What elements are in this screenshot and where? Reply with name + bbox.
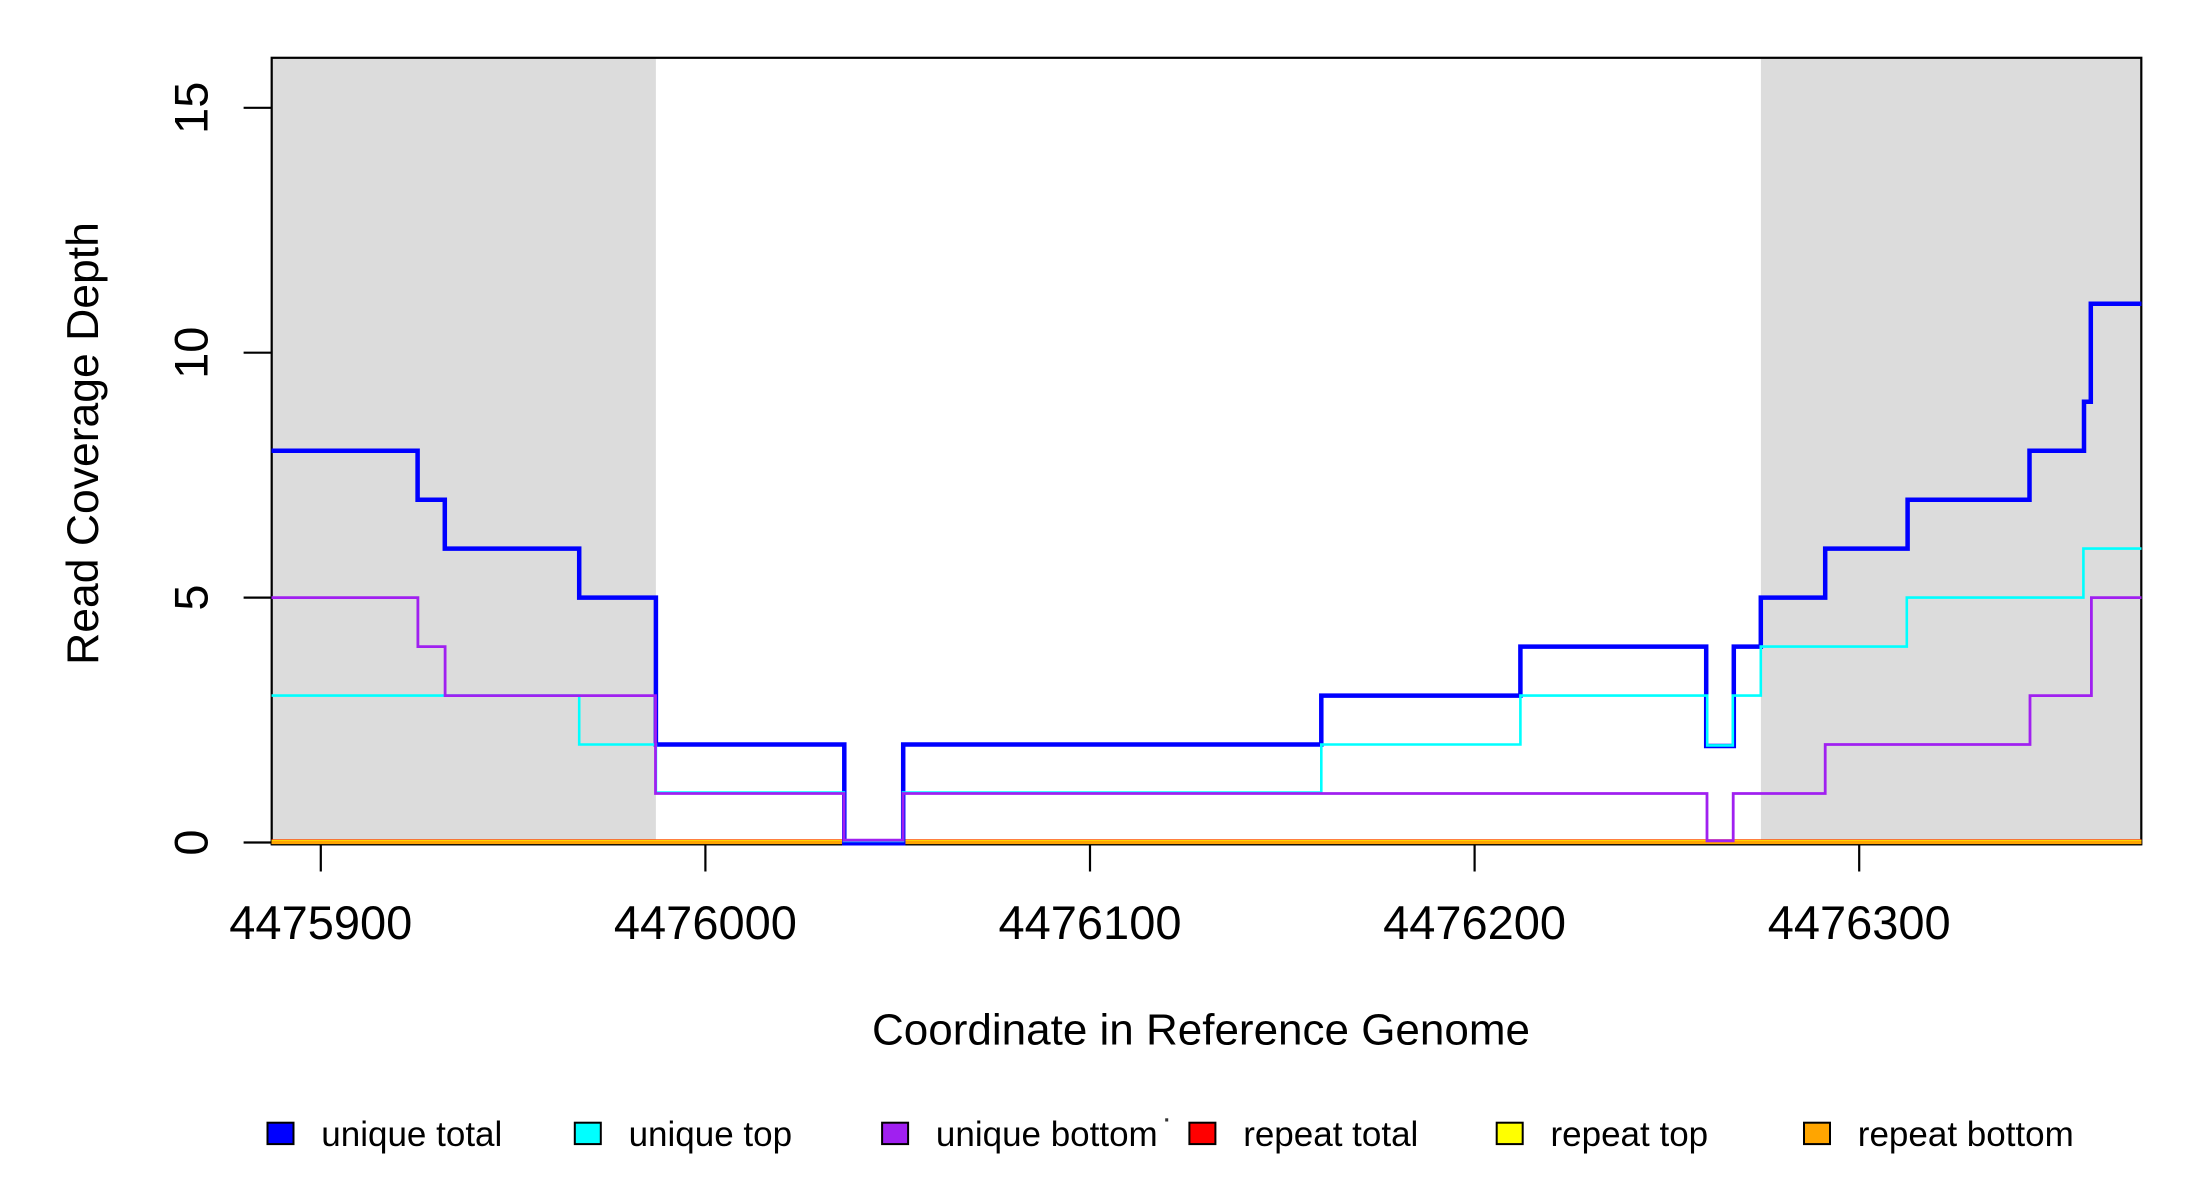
svg-text:unique top: unique top	[629, 1115, 792, 1154]
svg-text:5: 5	[165, 585, 218, 611]
svg-text:4475900: 4475900	[229, 896, 412, 949]
svg-text:repeat top: repeat top	[1551, 1115, 1709, 1154]
svg-text:4476200: 4476200	[1383, 896, 1566, 949]
svg-text:Coordinate in Reference Genome: Coordinate in Reference Genome	[872, 1006, 1530, 1055]
svg-text:4476300: 4476300	[1768, 896, 1951, 949]
svg-text:repeat total: repeat total	[1243, 1115, 1418, 1154]
svg-text:4476000: 4476000	[614, 896, 797, 949]
svg-text:unique bottom: unique bottom	[936, 1115, 1158, 1154]
svg-text:10: 10	[165, 327, 218, 379]
svg-text:unique total: unique total	[321, 1115, 502, 1154]
svg-text:15: 15	[165, 82, 218, 134]
svg-text:repeat bottom: repeat bottom	[1858, 1115, 2074, 1154]
svg-text:Read Coverage Depth: Read Coverage Depth	[59, 222, 108, 665]
svg-text:0: 0	[165, 829, 218, 855]
svg-text:4476100: 4476100	[999, 896, 1182, 949]
